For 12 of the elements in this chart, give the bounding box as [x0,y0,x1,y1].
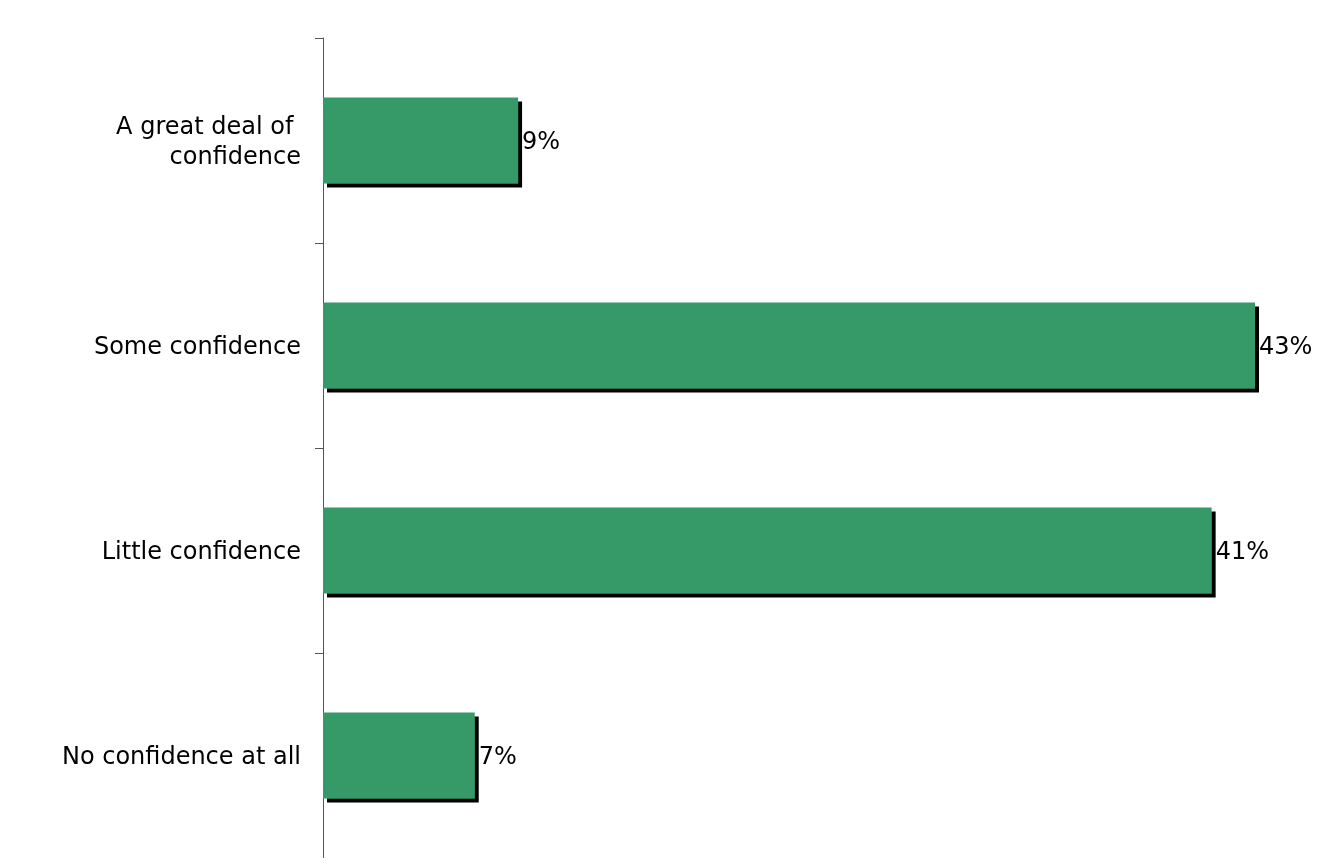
y-tick-label: Some confidence [93,331,301,360]
data-label: 7% [478,741,517,770]
bar [323,507,1212,594]
data-label: 9% [522,126,561,155]
bar [323,302,1255,389]
data-label: 41% [1215,536,1269,565]
data-label: 43% [1259,331,1313,360]
y-tick-label: No confidence at all [61,741,301,770]
y-tick-label: Little confidence [101,536,301,565]
y-tick-label: A great deal of confidence [116,111,301,170]
bar [323,97,519,184]
bar [323,712,475,799]
